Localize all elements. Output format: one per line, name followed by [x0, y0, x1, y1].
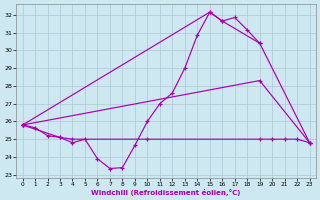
- X-axis label: Windchill (Refroidissement éolien,°C): Windchill (Refroidissement éolien,°C): [92, 189, 241, 196]
